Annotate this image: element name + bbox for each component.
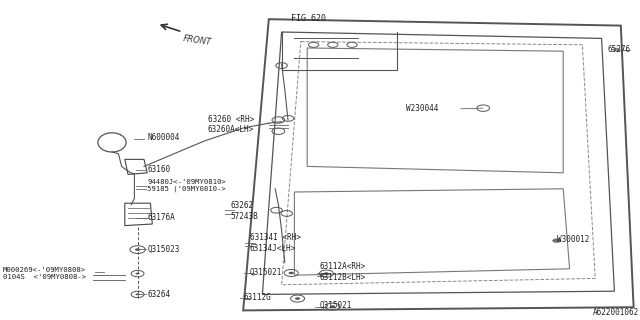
- Text: A622001062: A622001062: [593, 308, 639, 317]
- Circle shape: [330, 305, 335, 308]
- Text: 63134I <RH>
63134J<LH>: 63134I <RH> 63134J<LH>: [250, 234, 300, 253]
- Text: 63264: 63264: [147, 290, 170, 299]
- Text: N600004: N600004: [147, 133, 180, 142]
- Polygon shape: [612, 48, 620, 51]
- Text: 63176A: 63176A: [147, 213, 175, 222]
- Text: 63112A<RH>
63112B<LH>: 63112A<RH> 63112B<LH>: [320, 262, 366, 282]
- Text: 63260 <RH>
63260A<LH>: 63260 <RH> 63260A<LH>: [208, 115, 254, 134]
- Circle shape: [552, 238, 561, 243]
- Circle shape: [324, 272, 329, 275]
- Circle shape: [289, 272, 294, 274]
- Text: W300012: W300012: [557, 236, 589, 244]
- Text: FIG.620: FIG.620: [291, 14, 326, 23]
- Text: 63160: 63160: [147, 165, 170, 174]
- Text: 65276: 65276: [607, 45, 630, 54]
- Circle shape: [136, 293, 140, 295]
- Text: FRONT: FRONT: [182, 34, 212, 47]
- Text: 94480J<-'09MY0810>
59185 ('09MY0810->: 94480J<-'09MY0810> 59185 ('09MY0810->: [147, 179, 226, 192]
- Circle shape: [136, 273, 140, 275]
- Text: M000269<-'09MY0808>
0104S  <'09MY0808->: M000269<-'09MY0808> 0104S <'09MY0808->: [3, 267, 86, 280]
- Text: 63112G: 63112G: [243, 293, 271, 302]
- Circle shape: [295, 297, 300, 300]
- Text: Q315021: Q315021: [250, 268, 282, 276]
- Text: 63262
57243B: 63262 57243B: [230, 202, 258, 221]
- Text: W230044: W230044: [406, 104, 438, 113]
- Text: Q315023: Q315023: [147, 245, 180, 254]
- Circle shape: [135, 248, 140, 251]
- Text: Q315021: Q315021: [320, 301, 353, 310]
